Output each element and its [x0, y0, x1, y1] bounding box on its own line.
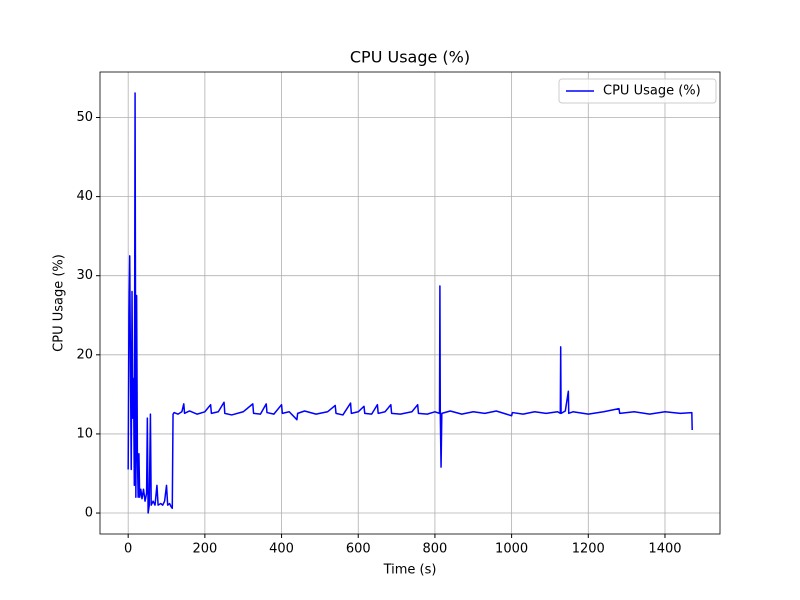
x-tick-label: 0	[124, 542, 132, 557]
y-tick-label: 0	[85, 506, 93, 521]
x-tick-label: 1200	[572, 542, 605, 557]
x-tick-label: 600	[346, 542, 371, 557]
y-tick-label: 40	[76, 189, 93, 204]
x-tick-label: 1400	[648, 542, 681, 557]
plot-frame	[99, 71, 721, 535]
y-tick-label: 20	[76, 347, 93, 362]
y-tick-label: 50	[76, 110, 93, 125]
chart-title: CPU Usage (%)	[350, 48, 470, 67]
y-tick-label: 10	[76, 426, 93, 441]
data-line	[127, 92, 693, 514]
x-tick-label: 1000	[495, 542, 528, 557]
x-tick-label: 200	[192, 542, 217, 557]
x-tick-label: 400	[269, 542, 294, 557]
x-tick-label: 800	[423, 542, 448, 557]
legend-label: CPU Usage (%)	[603, 84, 701, 99]
y-axis-label: CPU Usage (%)	[52, 254, 67, 352]
x-axis-label: Time (s)	[383, 563, 437, 578]
legend-box	[558, 78, 717, 104]
y-tick-label: 30	[76, 268, 93, 283]
